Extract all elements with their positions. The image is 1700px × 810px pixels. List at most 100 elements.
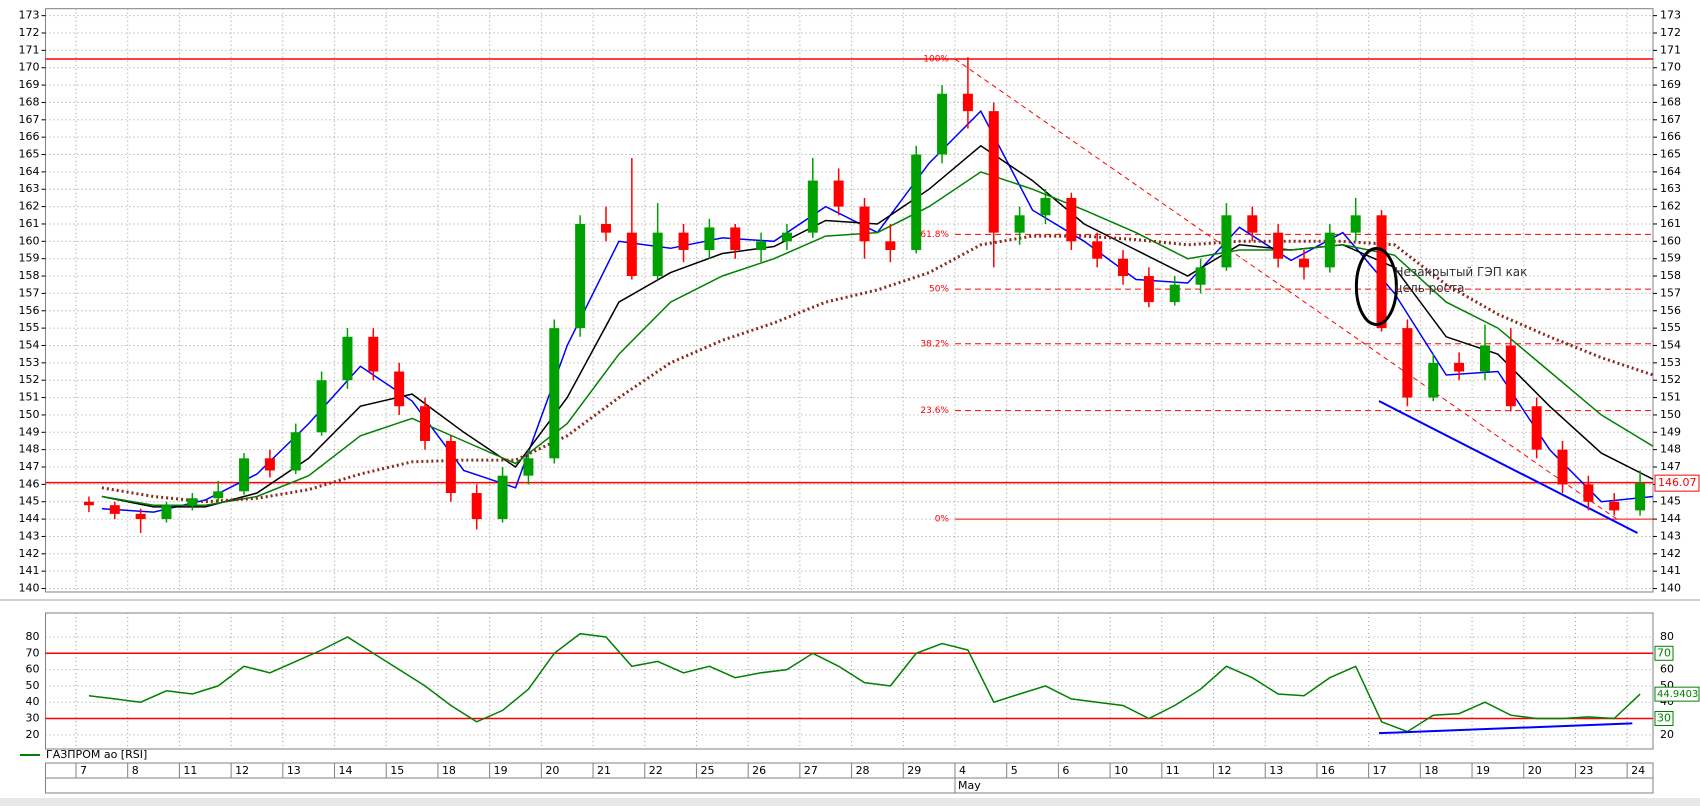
y-tick-label: 155 [1660, 321, 1681, 334]
x-tick-label: 22 [649, 764, 663, 777]
y-tick-label: 162 [19, 200, 40, 213]
x-tick-label: 17 [1373, 764, 1387, 777]
x-tick-label: 20 [545, 764, 559, 777]
x-tick-label: 29 [907, 764, 921, 777]
level-label: 30 [1657, 712, 1671, 725]
y-tick-label: 152 [1660, 373, 1681, 386]
x-tick-label: 5 [1011, 764, 1018, 777]
candle [445, 435, 456, 502]
x-tick-label: 12 [235, 764, 249, 777]
candle-body [937, 93, 948, 155]
candle [1479, 324, 1490, 381]
y-tick-label: 173 [1660, 9, 1681, 22]
y-tick-label: 142 [19, 547, 40, 560]
moving-average [101, 171, 1653, 506]
y-tick-label: 147 [19, 460, 40, 473]
candle-body [1247, 215, 1258, 233]
price-plot: 100% 61.8% 50% 38.2% 23.6% 0% Незакрытый ГЭП к… [45, 8, 1653, 592]
y-tick-label: 154 [1660, 338, 1681, 351]
candle-body [83, 501, 94, 506]
y-tick-label: 161 [19, 217, 40, 230]
candle-body [859, 206, 870, 242]
candle [239, 453, 250, 495]
level-label: 70 [1657, 646, 1671, 659]
y-tick-label: 170 [1660, 61, 1681, 74]
candle [471, 484, 482, 530]
candle-body [1505, 345, 1516, 407]
y-tick-label: 159 [19, 252, 40, 265]
scrollbar[interactable] [0, 798, 1700, 806]
candle [833, 168, 844, 216]
rsi-panel-frame [45, 612, 1654, 750]
candle-body [833, 180, 844, 207]
candle-body [704, 227, 715, 251]
y-tick-label: 154 [19, 338, 40, 351]
candle [1557, 440, 1568, 494]
candle [1169, 276, 1180, 306]
y-tick-label: 142 [1660, 547, 1681, 560]
candle [911, 145, 922, 254]
price-box [1654, 474, 1700, 492]
candle-body [109, 505, 120, 514]
candle-body [781, 232, 792, 242]
candle [1221, 203, 1232, 271]
candle-body [1479, 345, 1490, 372]
y-tick-label: 165 [19, 148, 40, 161]
rsi-trend-line [1378, 722, 1633, 735]
candle [1505, 328, 1516, 412]
y-tick-label: 157 [1660, 286, 1681, 299]
y-tick-label: 145 [1660, 495, 1681, 508]
moving-average [101, 234, 1653, 504]
x-tick-label: 11 [183, 764, 197, 777]
y-tick-label: 163 [1660, 182, 1681, 195]
y-tick-label: 166 [1660, 130, 1681, 143]
annotation: Незакрытый ГЭП как [1394, 265, 1527, 279]
x-tick-label: 18 [442, 764, 456, 777]
y-tick-label: 151 [1660, 391, 1681, 404]
y-tick-label: 164 [19, 165, 40, 178]
y-tick-label: 144 [19, 512, 40, 525]
y-tick-label: 156 [19, 304, 40, 317]
x-tick-label: 10 [1114, 764, 1128, 777]
candle [1092, 232, 1103, 268]
y-tick-label: 159 [1660, 252, 1681, 265]
candle-body [1454, 362, 1465, 372]
rsi-box [1654, 686, 1700, 702]
y-tick-label: 172 [19, 26, 40, 39]
y-tick-label: 20 [1660, 728, 1674, 741]
y-tick-label: 141 [19, 564, 40, 577]
x-tick-label: 25 [700, 764, 714, 777]
x-tick-label: 20 [1528, 764, 1542, 777]
candle [1040, 189, 1051, 224]
candle [807, 157, 818, 238]
y-tick-label: 163 [19, 182, 40, 195]
fib-label: 0% [935, 515, 950, 525]
candle-body [394, 371, 405, 407]
y-tick-label: 162 [1660, 200, 1681, 213]
candle-body [497, 475, 508, 520]
candle [83, 496, 94, 513]
x-tick-label: 14 [339, 764, 353, 777]
candle-body [1143, 276, 1154, 303]
y-tick-label: 167 [1660, 113, 1681, 126]
y-tick-label: 153 [1660, 356, 1681, 369]
candle [937, 85, 948, 164]
y-tick-label: 170 [19, 61, 40, 74]
candle-body [730, 227, 741, 251]
y-tick-label: 160 [19, 234, 40, 247]
y-tick-label: 149 [19, 425, 40, 438]
candle [1635, 470, 1646, 516]
candle [1324, 223, 1335, 273]
candle [704, 218, 715, 259]
fib-label: 61.8% [920, 230, 949, 240]
candle [264, 449, 275, 478]
y-tick-label: 143 [19, 529, 40, 542]
candle [756, 232, 767, 263]
y-tick-label: 40 [26, 695, 40, 708]
candle-body [445, 440, 456, 494]
y-tick-label: 146 [19, 477, 40, 490]
candle-body [420, 406, 431, 441]
y-tick-label: 158 [1660, 269, 1681, 282]
x-tick-label: 19 [494, 764, 508, 777]
candle-body [756, 241, 767, 251]
